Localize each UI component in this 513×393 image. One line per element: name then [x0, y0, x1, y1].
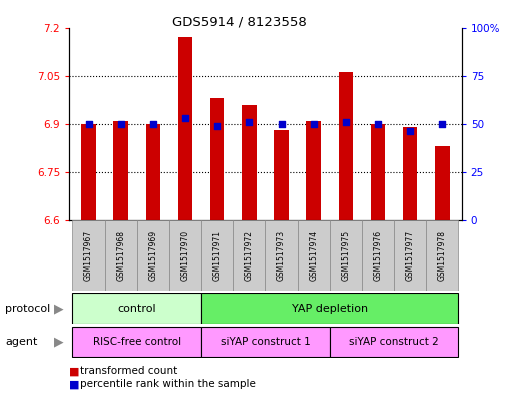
Bar	[306, 121, 321, 220]
Bar	[201, 327, 330, 357]
Point	[181, 115, 189, 121]
Bar	[362, 220, 394, 291]
Bar	[266, 220, 298, 291]
Text: RISC-free control: RISC-free control	[93, 337, 181, 347]
Point	[406, 129, 415, 135]
Bar	[435, 146, 449, 220]
Text: ■: ■	[69, 379, 80, 389]
Bar	[137, 220, 169, 291]
Point	[278, 121, 286, 127]
Text: GSM1517968: GSM1517968	[116, 230, 125, 281]
Bar	[201, 294, 459, 323]
Bar	[72, 220, 105, 291]
Point	[116, 121, 125, 127]
Text: protocol: protocol	[5, 303, 50, 314]
Bar	[403, 127, 418, 220]
Bar	[298, 220, 330, 291]
Point	[149, 121, 157, 127]
Text: agent: agent	[5, 337, 37, 347]
Bar	[330, 220, 362, 291]
Bar	[113, 121, 128, 220]
Text: GSM1517977: GSM1517977	[406, 230, 415, 281]
Text: ▶: ▶	[54, 302, 64, 315]
Bar	[210, 98, 225, 220]
Bar	[201, 220, 233, 291]
Text: GSM1517973: GSM1517973	[277, 230, 286, 281]
Text: GSM1517972: GSM1517972	[245, 230, 254, 281]
Point	[245, 119, 253, 125]
Text: GSM1517974: GSM1517974	[309, 230, 318, 281]
Point	[213, 123, 221, 129]
Bar	[233, 220, 266, 291]
Text: transformed count: transformed count	[80, 366, 177, 376]
Text: ■: ■	[69, 366, 80, 376]
Bar	[82, 124, 96, 220]
Point	[342, 119, 350, 125]
Point	[85, 121, 93, 127]
Point	[438, 121, 446, 127]
Text: control: control	[117, 303, 156, 314]
Text: GSM1517969: GSM1517969	[148, 230, 157, 281]
Text: GSM1517975: GSM1517975	[341, 230, 350, 281]
Bar	[426, 220, 459, 291]
Text: GSM1517978: GSM1517978	[438, 230, 447, 281]
Text: GSM1517976: GSM1517976	[373, 230, 383, 281]
Bar	[105, 220, 137, 291]
Bar	[371, 124, 385, 220]
Bar	[274, 130, 289, 220]
Text: siYAP construct 2: siYAP construct 2	[349, 337, 439, 347]
Bar	[339, 72, 353, 220]
Bar	[72, 294, 201, 323]
Bar	[72, 327, 201, 357]
Text: GSM1517970: GSM1517970	[181, 230, 190, 281]
Bar	[330, 327, 459, 357]
Text: GSM1517971: GSM1517971	[213, 230, 222, 281]
Text: percentile rank within the sample: percentile rank within the sample	[80, 379, 255, 389]
Text: GDS5914 / 8123558: GDS5914 / 8123558	[172, 16, 307, 29]
Bar	[242, 105, 256, 220]
Bar	[146, 124, 160, 220]
Text: GSM1517967: GSM1517967	[84, 230, 93, 281]
Bar	[394, 220, 426, 291]
Text: ▶: ▶	[54, 335, 64, 349]
Bar	[178, 37, 192, 220]
Text: siYAP construct 1: siYAP construct 1	[221, 337, 310, 347]
Point	[310, 121, 318, 127]
Point	[374, 121, 382, 127]
Text: YAP depletion: YAP depletion	[292, 303, 368, 314]
Bar	[169, 220, 201, 291]
